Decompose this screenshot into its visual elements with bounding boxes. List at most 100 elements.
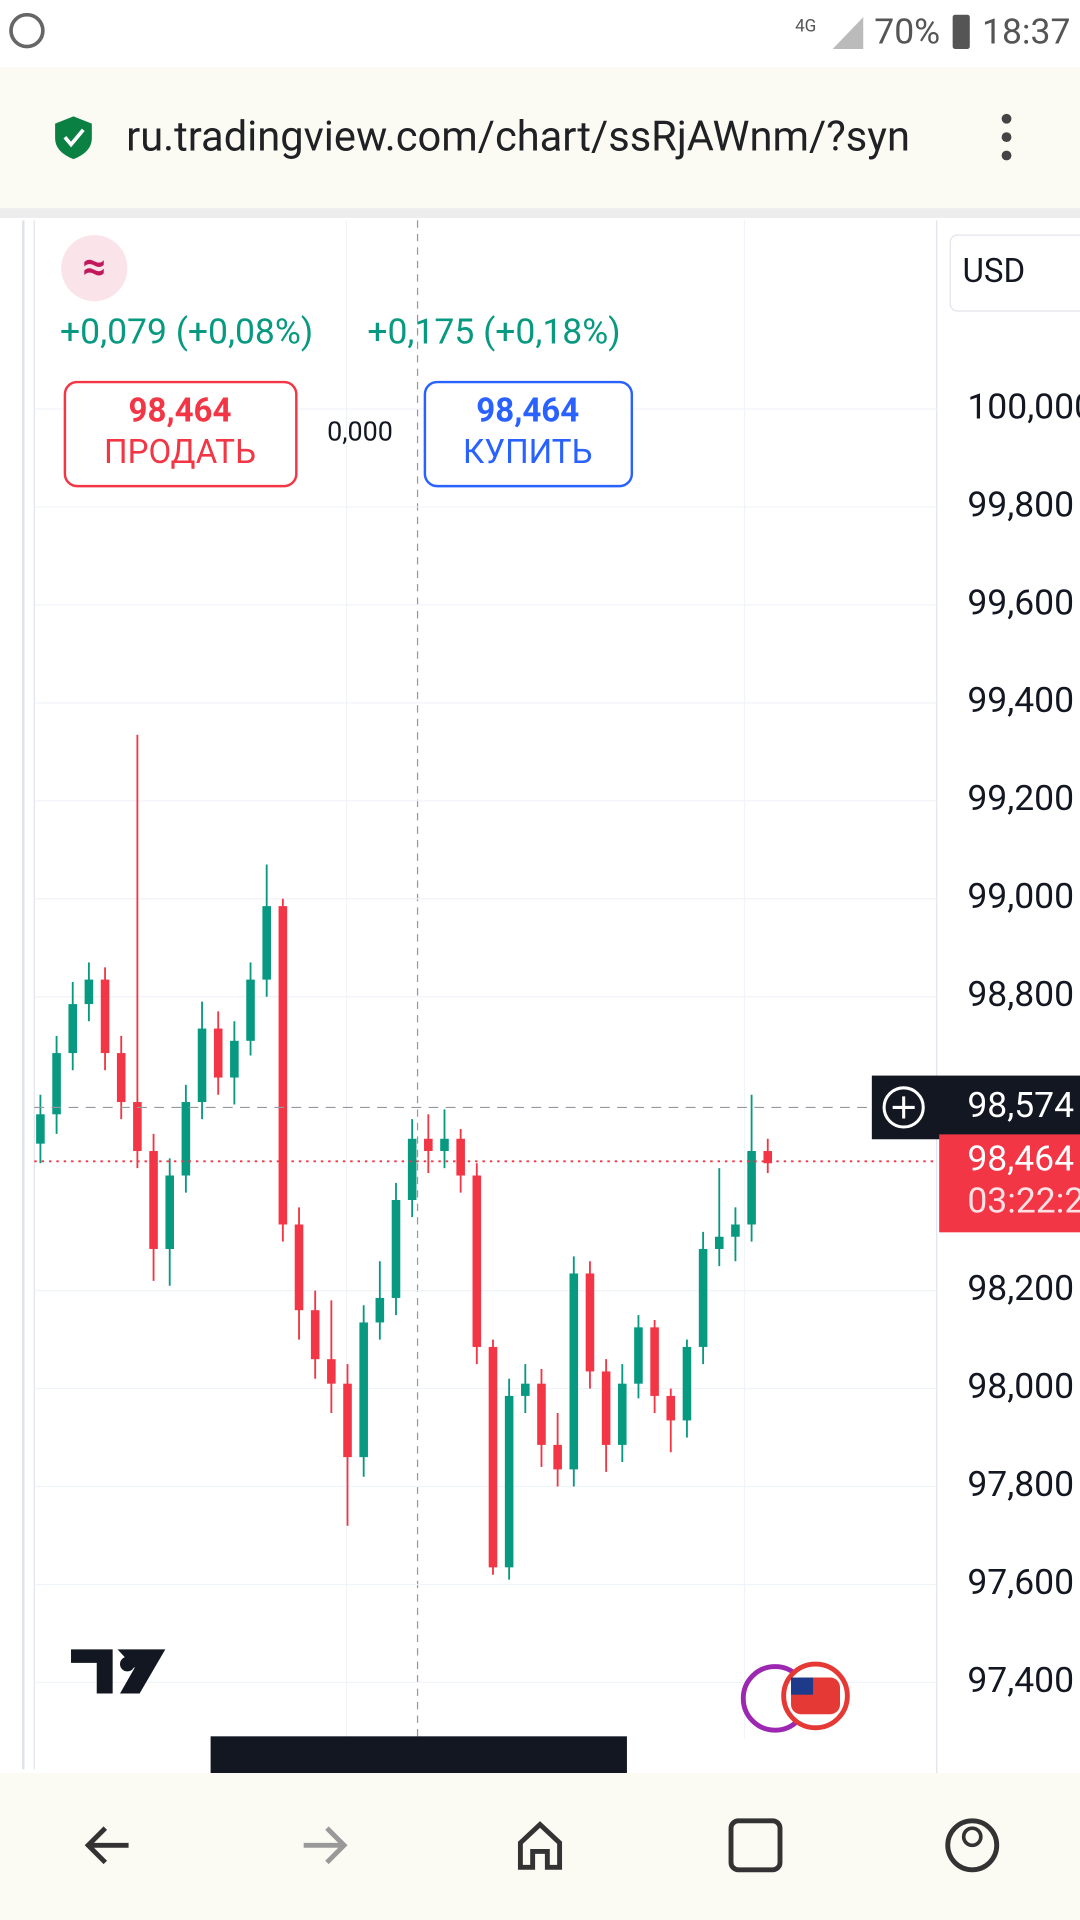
y-tick-label: 97,400 [967,1659,1074,1701]
sell-price: 98,464 [129,391,232,430]
menu-dot [1001,113,1012,124]
candle-body [278,906,288,1225]
y-tick-label: 99,600 [967,581,1074,623]
home[interactable] [517,1821,563,1870]
candle-body [327,1359,336,1384]
candle-body [618,1383,627,1445]
candle-body [294,1224,304,1311]
candle-body [181,1102,191,1176]
candle-body [359,1322,368,1458]
url-bar[interactable] [0,67,1080,209]
y-tick-label: 99,200 [967,777,1074,819]
profile-head [961,1826,983,1848]
candle-body [149,1151,158,1249]
candle-body [52,1053,61,1115]
candle-body [634,1327,643,1384]
candle-body [310,1310,320,1360]
add-icon [882,1086,925,1129]
y-tick-label: 98,200 [967,1267,1074,1309]
y-tick-label: 99,000 [967,875,1074,917]
status-bar [0,0,1080,68]
tv-logo-dot [120,1656,135,1672]
countdown: 03:22:2 [967,1179,1080,1221]
symbol-icon: ≈ [82,242,106,291]
candle-body [666,1395,676,1421]
candle-body [262,906,271,980]
tabs[interactable] [728,1818,783,1873]
sell-label: ПРОДАТЬ [104,433,256,472]
candle-body [714,1236,724,1249]
y-tick-label: 97,600 [967,1561,1074,1603]
menu-dot [1001,150,1012,161]
candle-body [100,979,110,1054]
candle-body [731,1224,740,1237]
currency: USD [962,252,1025,291]
candle-body [213,1028,223,1078]
candle-body [472,1175,482,1347]
menu-dot [1001,132,1012,143]
last-price-label-bg [939,1134,1080,1233]
candle-body [36,1114,45,1144]
candle-body [682,1346,692,1421]
sell-button[interactable] [63,380,298,488]
candle-body [440,1138,449,1152]
forward[interactable] [303,1826,348,1865]
secure-icon [55,116,92,160]
candle-body [650,1327,659,1396]
candle-body [407,1138,417,1200]
tv-logo [71,1649,166,1694]
candle-body [116,1053,126,1103]
candle-body [698,1248,708,1347]
candle-body [553,1444,562,1470]
back[interactable] [84,1826,129,1865]
buy-label: КУПИТЬ [463,433,592,472]
candle-body [488,1346,498,1568]
y-tick-label: 98,800 [967,973,1074,1015]
time-label [210,1736,627,1774]
candle-body [569,1273,579,1470]
nav-bar [0,1773,1080,1920]
y-tick-label: 99,800 [967,483,1074,525]
symbol-icon-bg [61,235,128,302]
candle-body [133,1102,142,1152]
candle-body [343,1383,352,1458]
candle-body [537,1383,546,1445]
candle-body [521,1383,530,1396]
last-price: 98,464 [967,1138,1074,1180]
y-tick-label: 97,800 [967,1463,1074,1505]
candle-body [230,1040,239,1078]
check [63,128,85,148]
y-tick-label: 98,000 [967,1365,1074,1407]
y-tick-label: 99,400 [967,679,1074,721]
candle-body [763,1151,773,1164]
currency-button[interactable] [949,234,1080,312]
flag-canton [791,1677,814,1695]
candle-body [375,1297,385,1323]
battery: 70% [874,11,940,53]
battery-icon [952,14,970,49]
profile[interactable] [945,1818,1000,1873]
add-plus [892,1096,915,1119]
divider [0,208,1080,218]
network: 4G [795,16,816,36]
buy-button[interactable] [423,380,634,488]
candle-body [246,979,255,1041]
candle-body [197,1028,207,1103]
spread: 0,000 [327,416,393,448]
change: +0,175 (+0,18%) [367,311,620,353]
time: 18:37 [982,11,1070,53]
candle-body [84,979,94,1005]
change: +0,079 (+0,08%) [60,311,313,353]
candle-body [165,1175,174,1249]
url[interactable]: ru.tradingview.com/chart/ssRjAWnm/?syn [126,113,910,162]
candle-body [601,1371,611,1445]
candle-body [424,1138,433,1152]
candle-body [504,1395,514,1568]
candle-body [68,1004,78,1054]
viber-icon [9,12,45,49]
candle-body [456,1138,465,1176]
candle-body [747,1151,756,1225]
candle-body [391,1200,401,1298]
